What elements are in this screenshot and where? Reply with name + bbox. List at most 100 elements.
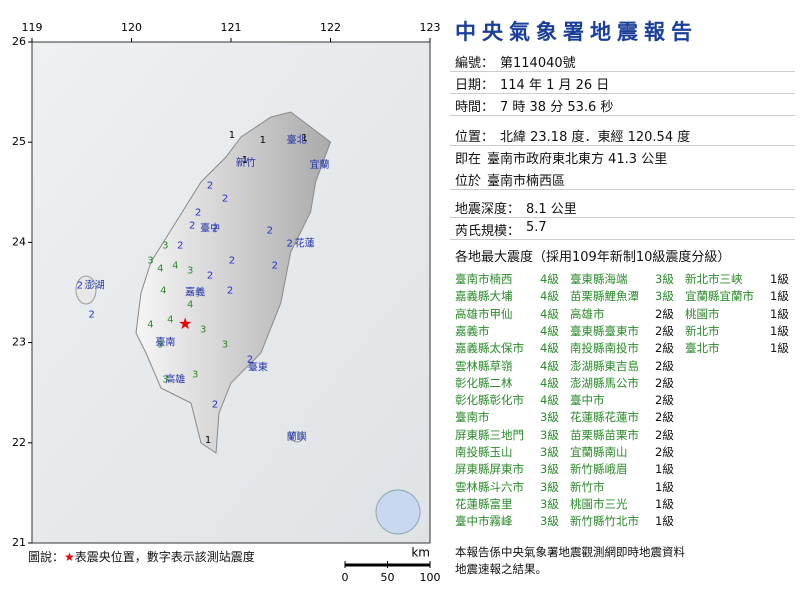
station-name: 臺東縣臺東市: [570, 323, 639, 338]
station-level: 4級: [540, 358, 559, 373]
station-level: 1級: [655, 514, 674, 529]
place-name: 蘭嶼: [287, 430, 307, 443]
station-level: 1級: [770, 323, 789, 338]
station-level: 4級: [540, 341, 559, 356]
station-level: 2級: [655, 323, 674, 338]
field-label: 日期：: [455, 78, 495, 93]
station-level: 1級: [770, 341, 789, 356]
station-intensity: 2: [195, 207, 201, 218]
station-level: 3級: [540, 427, 559, 442]
station-intensity: 2: [189, 220, 195, 231]
field-value: 114 年 1 月 26 日: [500, 78, 610, 93]
field-label: 時間：: [455, 100, 495, 115]
station-name: 澎湖縣馬公市: [570, 375, 639, 390]
place-name: 嘉義: [185, 286, 205, 299]
lon-tick-label: 120: [121, 21, 142, 34]
station-name: 苗栗縣苗栗市: [570, 427, 639, 442]
station-name: 臺東縣海端: [570, 272, 628, 286]
station-name: 南投縣玉山: [455, 445, 513, 459]
field-label: 位於: [455, 174, 482, 189]
station-level: 3級: [540, 496, 559, 511]
station-intensity: 3: [187, 265, 193, 276]
station-name: 屏東縣屏東市: [455, 462, 524, 477]
station-name: 澎湖縣東吉島: [570, 358, 639, 373]
taiwan-island: [135, 111, 332, 454]
legend-prefix: 圖說：: [28, 550, 65, 564]
station-name: 新竹縣峨眉: [570, 462, 628, 477]
station-name: 新竹縣竹北市: [570, 514, 639, 529]
station-level: 3級: [540, 445, 559, 459]
station-intensity: 4: [160, 285, 166, 296]
field-label: 芮氏規模：: [455, 224, 521, 239]
station-name: 屏東縣三地門: [455, 427, 524, 442]
map-legend: 圖說：★表震央位置，數字表示該測站震度: [28, 548, 255, 565]
station-level: 3級: [655, 272, 674, 286]
legend-star: ★: [64, 550, 75, 564]
station-intensity: 2: [77, 280, 83, 291]
station-level: 1級: [770, 306, 789, 321]
station-intensity: 2: [222, 193, 228, 204]
station-name: 臺北市: [685, 341, 720, 356]
separator: [450, 71, 795, 72]
station-intensity: 3: [192, 370, 198, 381]
station-name: 臺中市霧峰: [455, 514, 513, 529]
separator: [450, 145, 795, 146]
station-name: 宜蘭縣南山: [570, 445, 628, 459]
station-level: 3級: [540, 514, 559, 529]
station-level: 2級: [655, 427, 674, 442]
field-label: 位置：: [455, 130, 495, 145]
field-value: 臺南市政府東北東方 41.3 公里: [487, 152, 668, 167]
station-name: 宜蘭縣宜蘭市: [685, 289, 754, 304]
station-name: 嘉義縣大埔: [455, 289, 513, 304]
scale-unit: km: [411, 546, 430, 560]
station-intensity: 2: [177, 240, 183, 251]
epicenter-star: ★: [178, 314, 192, 333]
station-intensity: 4: [187, 300, 193, 311]
station-intensity: 2: [212, 223, 218, 234]
station-intensity: 1: [301, 133, 307, 144]
station-intensity: 2: [207, 180, 213, 191]
intensity-heading: 各地最大震度（採用109年新制10級震度分級）: [455, 250, 731, 265]
station-name: 桃園市三光: [570, 496, 628, 511]
field-value: 5.7: [526, 220, 547, 235]
station-level: 4級: [540, 393, 559, 408]
station-name: 嘉義市: [455, 323, 490, 338]
station-intensity: 1: [242, 155, 248, 166]
station-level: 1級: [655, 479, 674, 494]
station-intensity: 3: [147, 255, 153, 266]
place-name: 花蓮: [295, 236, 315, 249]
station-level: 1級: [655, 496, 674, 511]
station-intensity: 2: [267, 225, 273, 236]
field-value: 北緯 23.18 度．東經 120.54 度: [500, 130, 691, 145]
station-name: 桃園市: [685, 306, 720, 321]
station-intensity: 4: [157, 263, 163, 274]
station-intensity: 3: [200, 325, 206, 336]
station-level: 3級: [540, 462, 559, 477]
station-name: 嘉義縣太保市: [455, 341, 524, 356]
station-intensity: 2: [247, 355, 253, 366]
scale-tick-label: 50: [381, 571, 395, 584]
place-name: 臺東: [248, 361, 268, 374]
footer-2: 地震速報之結果。: [455, 562, 547, 576]
place-name: 臺中: [200, 221, 220, 234]
station-level: 2級: [655, 410, 674, 425]
station-level: 2級: [655, 306, 674, 321]
place-name: 高雄: [165, 373, 185, 386]
scale-tick-label: 0: [342, 571, 349, 584]
station-name: 臺南市: [455, 410, 490, 425]
separator: [450, 239, 795, 240]
station-name: 新竹市: [570, 479, 605, 494]
lon-tick-label: 123: [420, 21, 441, 34]
station-intensity: 4: [167, 315, 173, 326]
station-intensity: 4: [147, 320, 153, 331]
lon-tick-label: 122: [320, 21, 341, 34]
logo: [375, 489, 421, 535]
station-intensity: 2: [287, 238, 293, 249]
station-name: 花蓮縣花蓮市: [570, 410, 639, 425]
station-level: 3級: [655, 289, 674, 304]
station-name: 高雄市: [570, 306, 605, 321]
field-value: 第114040號: [500, 56, 576, 71]
station-level: 2級: [655, 445, 674, 459]
field-label: 地震深度：: [455, 202, 521, 217]
